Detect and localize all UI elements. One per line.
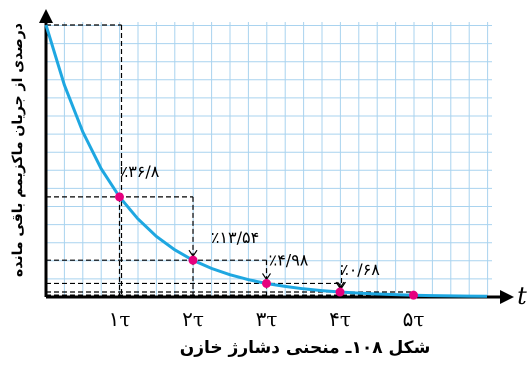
data-point — [335, 287, 345, 297]
data-label: ٪۱۳/۵۴ — [211, 228, 259, 247]
x-tick-label: ۲τ — [182, 307, 204, 331]
x-axis-label: t — [517, 282, 527, 310]
data-point — [409, 290, 418, 300]
grid — [45, 22, 492, 298]
data-label: ٪۴/۹۸ — [269, 250, 309, 269]
data-point — [115, 192, 124, 202]
x-tick-label: ۴τ — [329, 307, 351, 331]
x-axis-arrow — [500, 290, 514, 304]
x-tick-label: ۵τ — [403, 307, 425, 331]
data-point — [188, 255, 198, 265]
data-point — [262, 278, 271, 288]
x-tick-label: ۳τ — [256, 307, 278, 331]
data-label: ٪۳۶/۸ — [120, 162, 160, 181]
y-axis-label: درصدی از جریان ماکزیمم باقی مانده — [10, 23, 26, 277]
points-layer — [115, 192, 418, 300]
y-axis-arrow — [39, 9, 53, 23]
x-tick-label: ۱τ — [109, 307, 131, 331]
chart-title: شکل ۱۰۸ـ منحنی دشارژ خازن — [179, 338, 431, 358]
labels-layer: ٪۳۶/۸ ٪۱۳/۵۴ ٪۴/۹۸ ٪۰/۶۸ — [120, 162, 381, 279]
data-label: ٪۰/۶۸ — [340, 260, 380, 279]
